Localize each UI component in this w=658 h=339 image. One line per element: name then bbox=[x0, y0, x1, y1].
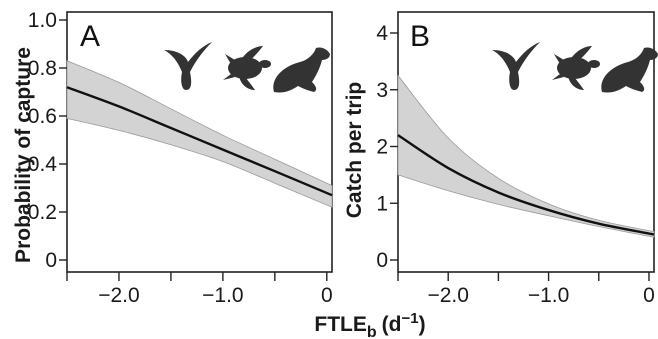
y-axis-title: Catch per trip bbox=[343, 82, 366, 219]
x-axis-title: FTLEb (d−1) bbox=[314, 310, 425, 339]
x-tick-label: −2.0 bbox=[98, 284, 139, 307]
x-ticks: −2.0 −1.0 0 bbox=[67, 272, 333, 307]
whale-tail-icon bbox=[492, 42, 540, 90]
y-tick-label: 1 bbox=[376, 192, 388, 215]
x-axis-title-unit-close: ) bbox=[419, 313, 426, 336]
y-tick-label: 3 bbox=[376, 79, 388, 102]
panel-label: B bbox=[410, 20, 430, 53]
x-ticks: −2.0 −1.0 0 bbox=[398, 272, 655, 307]
y-tick-label: 0 bbox=[376, 249, 388, 272]
x-axis-title-unit: (d bbox=[382, 313, 402, 336]
y-axis-title: Probability of capture bbox=[12, 47, 35, 263]
x-tick-label: −2.0 bbox=[427, 284, 468, 307]
sea-lion-icon bbox=[273, 47, 330, 92]
x-axis-title-unit-exponent: −1 bbox=[402, 310, 419, 327]
x-tick-label: −1.0 bbox=[202, 284, 243, 307]
y-tick-label: 0 bbox=[45, 249, 57, 272]
panel-a: −2.0 −1.0 0 00.20.40.60.81.0 A Probability… bbox=[12, 9, 333, 307]
panel-b: −2.0 −1.0 0 0 1 2 3 4 B Catch per trip bbox=[343, 12, 658, 307]
x-tick-label: −1.0 bbox=[528, 284, 569, 307]
x-tick-label: 0 bbox=[643, 284, 655, 307]
whale-tail-icon bbox=[164, 42, 212, 90]
confidence-band bbox=[398, 76, 654, 238]
y-tick-label: 4 bbox=[376, 22, 388, 45]
y-ticks: 0 1 2 3 4 bbox=[376, 22, 398, 272]
sea-lion-icon bbox=[601, 47, 658, 92]
sea-turtle-icon bbox=[223, 46, 271, 90]
y-tick-label: 1.0 bbox=[28, 9, 57, 32]
x-axis-title-subscript: b bbox=[367, 324, 377, 339]
x-tick-label: 0 bbox=[321, 284, 333, 307]
y-tick-label: 2 bbox=[376, 136, 388, 159]
x-axis-title-base: FTLE bbox=[314, 313, 367, 336]
sea-turtle-icon bbox=[552, 46, 600, 90]
panel-label: A bbox=[80, 20, 100, 53]
